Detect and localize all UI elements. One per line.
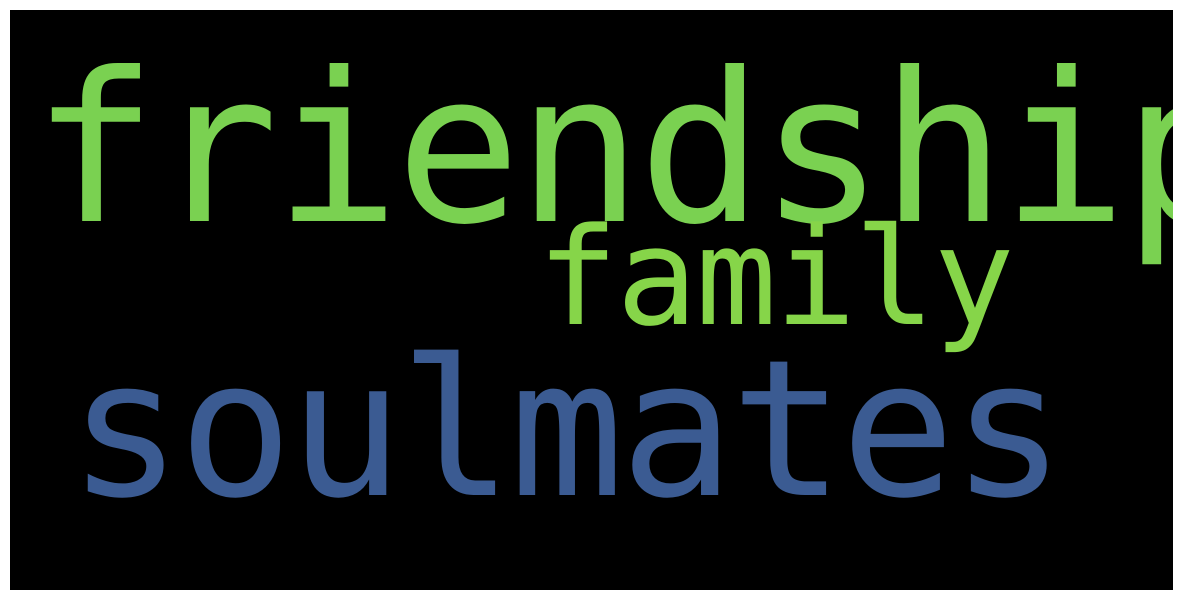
word-cloud-canvas: friendship family soulmates	[10, 10, 1173, 590]
word-friendship: friendship	[32, 29, 1173, 271]
word-family: family	[537, 199, 1015, 356]
word-soulmates: soulmates	[68, 319, 1066, 540]
